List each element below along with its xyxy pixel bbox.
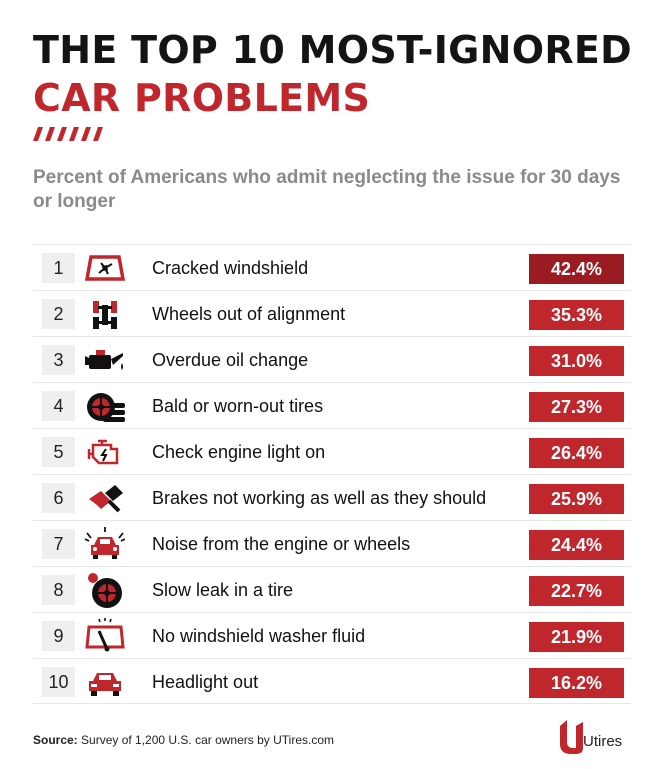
percent-value: 35.3% bbox=[529, 300, 624, 330]
table-row: 5 Check engine light on 26.4% bbox=[33, 428, 631, 474]
percent-value: 31.0% bbox=[529, 346, 624, 376]
rank-badge: 3 bbox=[42, 345, 75, 375]
slash-decoration-icon bbox=[33, 127, 103, 141]
rank-badge: 6 bbox=[42, 483, 75, 513]
percent-value: 27.3% bbox=[529, 392, 624, 422]
percent-value: 24.4% bbox=[529, 530, 624, 560]
brake-pedal-icon bbox=[89, 485, 123, 513]
problem-label: Noise from the engine or wheels bbox=[152, 534, 411, 554]
percent-value: 21.9% bbox=[529, 622, 624, 652]
rank-badge: 7 bbox=[42, 529, 75, 559]
percent-value: 42.4% bbox=[529, 254, 624, 284]
tire-stack-icon bbox=[87, 393, 125, 422]
source-text: Survey of 1,200 U.S. car owners by UTire… bbox=[77, 733, 334, 747]
problem-label: Slow leak in a tire bbox=[152, 580, 294, 600]
ranking-table: 1 Cracked windshield 42.4% 2 Wheels out of a… bbox=[33, 244, 631, 704]
percent-value: 26.4% bbox=[529, 438, 624, 468]
problem-label: Headlight out bbox=[152, 672, 259, 692]
table-row: 10 Headlight out 16.2% bbox=[33, 658, 631, 704]
problem-label: Brakes not working as well as they shoul… bbox=[152, 488, 487, 508]
windshield-wiper-icon bbox=[85, 618, 125, 652]
percent-value: 25.9% bbox=[529, 484, 624, 514]
headlight-car-icon bbox=[89, 673, 121, 696]
problem-label: No windshield washer fluid bbox=[152, 626, 366, 646]
utires-logo-icon bbox=[560, 720, 583, 754]
leaking-tire-icon bbox=[88, 573, 122, 608]
rank-badge: 2 bbox=[42, 299, 75, 329]
check-engine-icon bbox=[87, 439, 119, 465]
table-row: 3 Overdue oil change 31.0% bbox=[33, 336, 631, 382]
rank-badge: 4 bbox=[42, 391, 75, 421]
rank-badge: 10 bbox=[42, 667, 75, 697]
title-line-1: THE TOP 10 MOST-IGNORED bbox=[33, 28, 633, 72]
table-row: 9 No windshield washer fluid 21.9% bbox=[33, 612, 631, 658]
rank-badge: 5 bbox=[42, 437, 75, 467]
problem-label: Wheels out of alignment bbox=[152, 304, 346, 324]
table-row: 2 Wheels out of alignment 35.3% bbox=[33, 290, 631, 336]
problem-label: Overdue oil change bbox=[152, 350, 309, 370]
problem-label: Cracked windshield bbox=[152, 258, 309, 278]
infographic-title: THE TOP 10 MOST-IGNORED CAR PROBLEMS bbox=[33, 26, 632, 122]
table-row: 7 Noise from the engine or wheels 24.4% bbox=[33, 520, 631, 566]
noisy-car-icon bbox=[85, 527, 125, 559]
title-line-2: CAR PROBLEMS bbox=[33, 76, 371, 120]
cracked-windshield-icon bbox=[85, 255, 125, 281]
source-label: Source: bbox=[33, 733, 78, 747]
rank-badge: 9 bbox=[42, 621, 75, 651]
table-row: 4 Bald or worn-out tires 27.3% bbox=[33, 382, 631, 428]
percent-value: 22.7% bbox=[529, 576, 624, 606]
problem-label: Bald or worn-out tires bbox=[152, 396, 324, 416]
table-row: 8 Slow leak in a tire 22.7% bbox=[33, 566, 631, 612]
rank-badge: 1 bbox=[42, 253, 75, 283]
table-row: 6 Brakes not working as well as they shou… bbox=[33, 474, 631, 520]
source-note: Source: Survey of 1,200 U.S. car owners … bbox=[33, 733, 334, 747]
wheel-alignment-icon bbox=[93, 301, 117, 329]
percent-value: 16.2% bbox=[529, 668, 624, 698]
brand-name: Utires bbox=[583, 733, 623, 750]
table-row: 1 Cracked windshield 42.4% bbox=[33, 244, 631, 290]
subtitle: Percent of Americans who admit neglectin… bbox=[33, 167, 621, 212]
problem-label: Check engine light on bbox=[152, 442, 326, 462]
rank-badge: 8 bbox=[42, 575, 75, 605]
oil-can-icon bbox=[85, 350, 123, 370]
